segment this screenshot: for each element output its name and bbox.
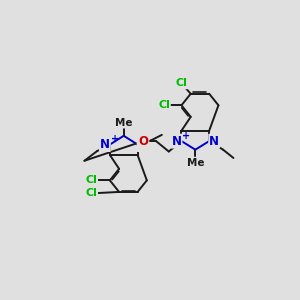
Text: Cl: Cl — [85, 188, 97, 198]
Text: O: O — [138, 135, 148, 148]
Text: Cl: Cl — [85, 176, 97, 185]
Text: +: + — [182, 131, 190, 141]
Text: N: N — [138, 138, 148, 151]
Text: N: N — [209, 135, 219, 148]
Text: N: N — [172, 135, 182, 148]
Text: N: N — [100, 138, 110, 151]
Text: Me: Me — [115, 118, 133, 128]
Text: Cl: Cl — [176, 78, 188, 88]
Text: Cl: Cl — [158, 100, 170, 110]
Text: +: + — [111, 134, 119, 144]
Text: Me: Me — [187, 158, 204, 168]
